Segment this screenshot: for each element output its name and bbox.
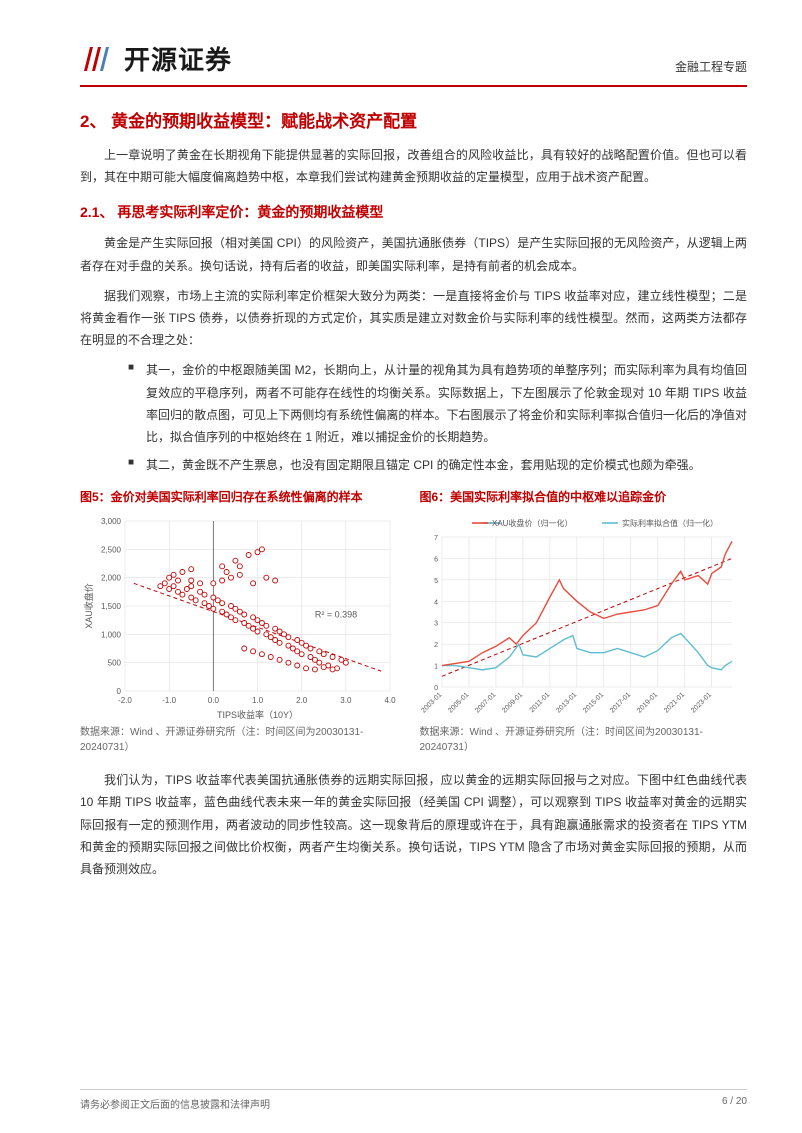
footer-disclaimer: 请务必参阅正文后面的信息披露和法律声明 [80,1096,270,1111]
svg-text:2013-01: 2013-01 [555,692,578,715]
svg-text:R² = 0.398: R² = 0.398 [315,610,357,620]
svg-text:2005-01: 2005-01 [447,692,470,715]
svg-text:2003-01: 2003-01 [420,692,443,715]
svg-text:2021-01: 2021-01 [663,692,686,715]
scatter-chart: 0 500 1,000 1,500 2,000 2,500 3,000 -2.0 -1.0 0.0… [80,511,408,721]
svg-text:4.0: 4.0 [384,696,396,705]
chart-title: 图5：金价对美国实际利率回归存在系统性偏离的样本 [80,488,408,505]
svg-text:6: 6 [434,557,438,564]
svg-text:2,000: 2,000 [101,574,122,583]
page-footer: 请务必参阅正文后面的信息披露和法律声明 6 / 20 [80,1089,747,1111]
page-header: 开源证券 金融工程专题 [80,40,747,87]
svg-text:2011-01: 2011-01 [528,692,551,715]
svg-text:2,500: 2,500 [101,546,122,555]
section-title: 2、 黄金的预期收益模型：赋能战术资产配置 [80,107,747,132]
svg-text:0: 0 [434,685,438,692]
svg-text:2019-01: 2019-01 [636,692,659,715]
paragraph: 我们认为，TIPS 收益率代表美国抗通胀债券的远期实际回报，应以黄金的远期实际回… [80,769,747,880]
bullet-item: 其二，黄金既不产生票息，也没有固定期限且锚定 CPI 的确定性本金，套用贴现的定… [128,454,747,476]
svg-text:-1.0: -1.0 [162,696,176,705]
svg-text:1,500: 1,500 [101,602,122,611]
logo-text: 开源证券 [124,40,232,77]
svg-text:XAU收盘价: XAU收盘价 [83,583,94,629]
paragraph: 黄金是产生实际回报（相对美国 CPI）的风险资产，美国抗通胀债券（TIPS）是产… [80,232,747,276]
chart-right-column: 图6：美国实际利率拟合值的中枢难以追踪金价 012345672003-01200… [420,488,748,755]
svg-text:0.0: 0.0 [208,696,220,705]
svg-text:0: 0 [117,687,122,696]
header-category: 金融工程专题 [675,40,747,75]
svg-text:3,000: 3,000 [101,517,122,526]
svg-text:TIPS收益率（10Y）: TIPS收益率（10Y） [217,709,298,720]
bullet-item: 其一，金价的中枢跟随美国 M2，长期向上，从计量的视角其为具有趋势项的单整序列；… [128,359,747,448]
svg-text:5: 5 [434,578,438,585]
chart-source: 数据来源：Wind 、开源证券研究所（注：时间区间为20030131-20240… [80,725,408,755]
svg-text:1: 1 [434,664,438,671]
line-chart: 0 1 2 3 4 5 6 7 2003-012005-012007-012009-012011… [420,511,748,721]
svg-text:2007-01: 2007-01 [474,692,497,715]
logo-icon [80,41,116,77]
svg-text:7: 7 [434,535,438,542]
svg-text:1,000: 1,000 [101,631,122,640]
svg-text:2017-01: 2017-01 [609,692,632,715]
logo: 开源证券 [80,40,232,77]
svg-text:2015-01: 2015-01 [582,692,605,715]
paragraph: 据我们观察，市场上主流的实际利率定价框架大致分为两类：一是直接将金价与 TIPS… [80,285,747,352]
svg-text:2023-01: 2023-01 [690,692,713,715]
svg-text:-2.0: -2.0 [118,696,132,705]
svg-text:500: 500 [108,659,122,668]
chart-left-column: 图5：金价对美国实际利率回归存在系统性偏离的样本 0 500 1,000 1,500 2… [80,488,408,755]
svg-text:3.0: 3.0 [340,696,352,705]
charts-row: 图5：金价对美国实际利率回归存在系统性偏离的样本 0 500 1,000 1,500 2… [80,488,747,755]
svg-text:2.0: 2.0 [296,696,308,705]
chart-source: 数据来源：Wind 、开源证券研究所（注：时间区间为20030131-20240… [420,725,748,755]
svg-text:3: 3 [434,621,438,628]
subsection-title: 2.1、 再思考实际利率定价：黄金的预期收益模型 [80,202,747,222]
page-number: 6 / 20 [722,1096,747,1111]
svg-text:XAU收盘价（归一化）: XAU收盘价（归一化） [492,518,572,528]
svg-text:2009-01: 2009-01 [501,692,524,715]
svg-text:2: 2 [434,642,438,649]
svg-text:4: 4 [434,600,438,607]
paragraph: 上一章说明了黄金在长期视角下能提供显著的实际回报，改善组合的风险收益比，具有较好… [80,144,747,188]
bullet-list: 其一，金价的中枢跟随美国 M2，长期向上，从计量的视角其为具有趋势项的单整序列；… [80,359,747,476]
svg-text:1.0: 1.0 [252,696,264,705]
chart-title: 图6：美国实际利率拟合值的中枢难以追踪金价 [420,488,748,505]
svg-text:实际利率拟合值（归一化）: 实际利率拟合值（归一化） [622,518,718,528]
